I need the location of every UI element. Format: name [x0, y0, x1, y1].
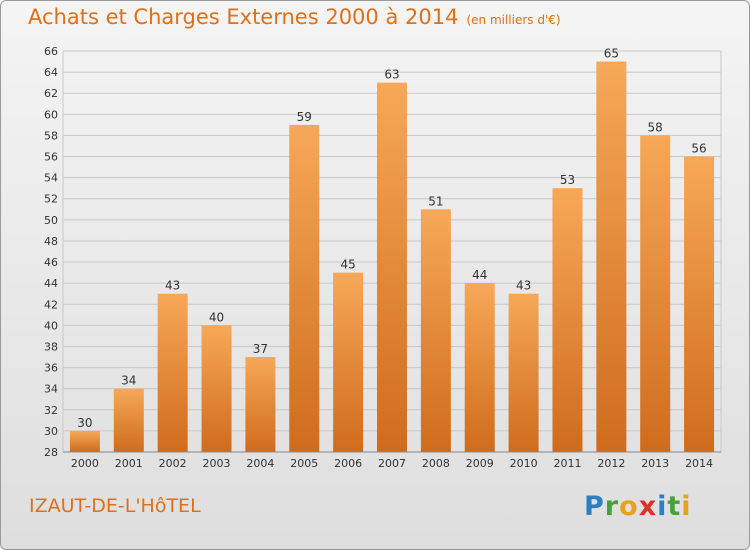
data-label: 44	[472, 268, 487, 282]
y-tick-label: 62	[44, 87, 58, 100]
bar	[201, 325, 232, 452]
y-tick-label: 38	[44, 340, 58, 353]
axes: 28 30 32 34 36 38 40 42 44 46 48 50 52 54 56 58 60 62 64 66…	[44, 45, 721, 470]
y-tick-label: 52	[44, 193, 58, 206]
bar	[596, 61, 627, 452]
bar	[508, 293, 539, 452]
y-tick-label: 30	[44, 425, 58, 438]
data-label: 53	[560, 173, 575, 187]
bars: 30 34 43 40 37 59 45 63 51 44 43 53 65 58 56	[69, 47, 715, 453]
y-tick-label: 48	[44, 235, 58, 248]
y-tick-label: 46	[44, 256, 58, 269]
data-label: 59	[297, 110, 312, 124]
bar	[377, 82, 407, 452]
data-label: 65	[604, 47, 619, 61]
place-name: IZAUT-DE-L'HôTEL	[29, 495, 201, 517]
y-tick-label: 60	[44, 108, 58, 121]
data-label: 45	[340, 258, 355, 272]
y-tick-label: 56	[44, 151, 58, 164]
logo-letter: t	[667, 491, 682, 522]
data-label: 40	[209, 310, 224, 324]
bar	[245, 357, 276, 452]
data-label: 43	[165, 279, 180, 293]
data-label: 51	[428, 194, 443, 208]
bar	[464, 283, 495, 452]
data-label: 56	[691, 142, 706, 156]
bar	[157, 293, 188, 452]
x-tick-label: 2000	[71, 457, 99, 470]
y-tick-label: 64	[44, 66, 58, 79]
y-tick-label: 58	[44, 129, 58, 142]
y-tick-label: 44	[44, 277, 58, 290]
logo-letter: o	[619, 491, 639, 522]
bar	[640, 135, 671, 452]
data-label: 43	[516, 279, 531, 293]
x-tick-label: 2013	[641, 457, 669, 470]
data-label: 30	[77, 416, 92, 430]
bar	[113, 388, 144, 452]
x-tick-label: 2004	[246, 457, 274, 470]
logo-letter: x	[638, 491, 658, 522]
y-tick-label: 50	[44, 214, 58, 227]
bar	[684, 156, 715, 453]
x-tick-label: 2007	[378, 457, 406, 470]
y-tick-label: 66	[44, 45, 58, 58]
bar	[333, 272, 364, 452]
x-tick-label: 2005	[290, 457, 318, 470]
bar	[420, 209, 451, 452]
x-tick-label: 2010	[510, 457, 538, 470]
bar	[69, 430, 100, 452]
logo-letter: i	[657, 491, 668, 522]
x-tick-label: 2011	[553, 457, 581, 470]
bar	[289, 124, 320, 453]
y-tick-label: 40	[44, 319, 58, 332]
x-tick-label: 2006	[334, 457, 362, 470]
logo-letter: P	[584, 491, 605, 522]
y-tick-label: 36	[44, 362, 58, 375]
data-label: 34	[121, 374, 136, 388]
x-tick-label: 2001	[115, 457, 143, 470]
chart-title: Achats et Charges Externes 2000 à 2014	[28, 5, 459, 29]
x-tick-label: 2008	[422, 457, 450, 470]
logo-letter: r	[604, 491, 620, 522]
data-label: 37	[253, 342, 268, 356]
y-tick-label: 42	[44, 298, 58, 311]
y-tick-label: 54	[44, 172, 58, 185]
y-tick-label: 32	[44, 404, 58, 417]
x-tick-label: 2009	[466, 457, 494, 470]
x-tick-label: 2012	[597, 457, 625, 470]
x-tick-label: 2002	[159, 457, 187, 470]
bar	[552, 188, 583, 452]
chart-unit: (en milliers d'€)	[466, 13, 561, 27]
chart-title-block: Achats et Charges Externes 2000 à 2014 (e…	[28, 5, 561, 29]
y-tick-label: 28	[44, 446, 58, 459]
x-tick-label: 2003	[203, 457, 231, 470]
data-label: 58	[648, 120, 663, 134]
logo-letter: i	[681, 491, 692, 522]
y-tick-label: 34	[44, 383, 58, 396]
proxiti-logo: Proxiti	[584, 491, 692, 522]
data-label: 63	[384, 68, 399, 82]
x-tick-label: 2014	[685, 457, 713, 470]
